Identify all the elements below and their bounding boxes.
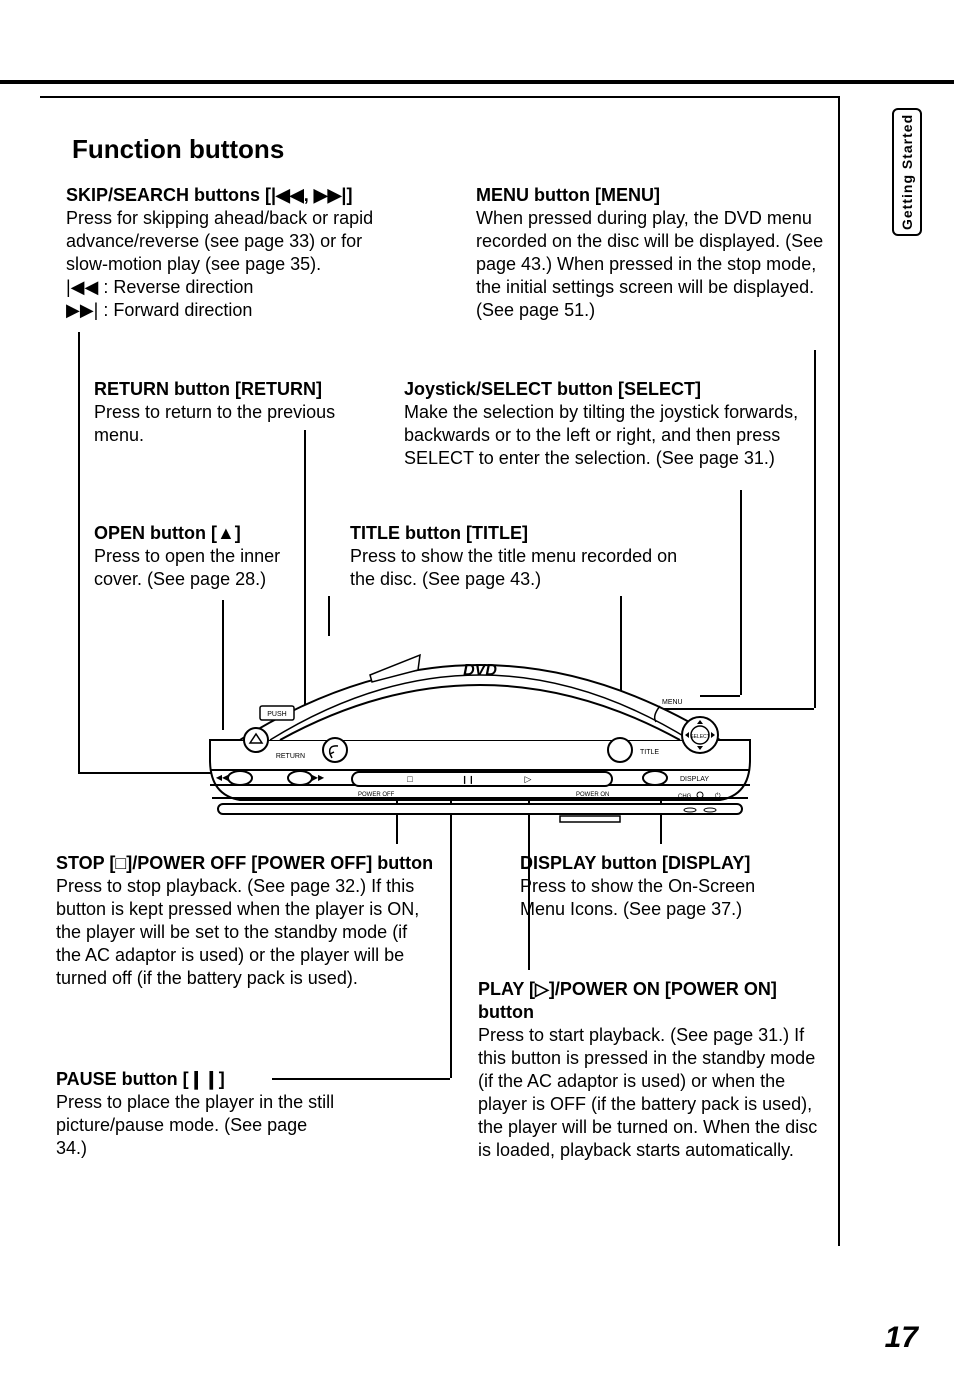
body-title: Press to show the title menu recorded on…	[350, 546, 677, 589]
entry-display: DISPLAY button [DISPLAY] Press to show t…	[520, 852, 800, 921]
body-menu: When pressed during play, the DVD menu r…	[476, 208, 823, 320]
body-play: Press to start playback. (See page 31.) …	[478, 1025, 817, 1160]
body-pause: Press to place the player in the still p…	[56, 1092, 334, 1158]
svg-text:▷: ▷	[525, 774, 532, 784]
dvd-player-diagram: DVD PUSH RETURN ◀◀ ▶▶ □ ❙❙ ▷ POWER OFF P…	[200, 620, 760, 840]
label-menu: MENU	[662, 699, 683, 706]
label-power-off: POWER OFF	[358, 792, 395, 798]
label-chg: CHG	[678, 794, 692, 800]
body-stop: Press to stop playback. (See page 32.) I…	[56, 876, 419, 988]
label-push: PUSH	[267, 711, 286, 718]
svg-text:◀◀: ◀◀	[216, 773, 229, 782]
entry-play: PLAY [▷]/POWER ON [POWER ON] button Pres…	[478, 978, 830, 1162]
entry-joystick: Joystick/SELECT button [SELECT] Make the…	[404, 378, 804, 470]
heading-display: DISPLAY button [DISPLAY]	[520, 852, 800, 875]
heading-joystick: Joystick/SELECT button [SELECT]	[404, 378, 804, 401]
label-dvd: DVD	[463, 662, 497, 679]
entry-pause: PAUSE button [❙❙] Press to place the pla…	[56, 1068, 336, 1160]
svg-text:▶▶: ▶▶	[312, 773, 325, 782]
player-svg: DVD PUSH RETURN ◀◀ ▶▶ □ ❙❙ ▷ POWER OFF P…	[200, 620, 760, 840]
body-skip-search: Press for skipping ahead/back or rapid a…	[66, 208, 373, 274]
entry-return: RETURN button [RETURN] Press to return t…	[94, 378, 364, 447]
heading-open: OPEN button [▲]	[94, 522, 304, 545]
side-tab-getting-started: Getting Started	[892, 108, 922, 236]
entry-title: TITLE button [TITLE] Press to show the t…	[350, 522, 700, 591]
callout-menu-line	[814, 350, 816, 708]
entry-stop: STOP [□]/POWER OFF [POWER OFF] button Pr…	[56, 852, 436, 990]
heading-skip-search: SKIP/SEARCH buttons [|◀◀, ▶▶|]	[66, 184, 406, 207]
entry-open: OPEN button [▲] Press to open the inner …	[94, 522, 304, 591]
label-display: DISPLAY	[680, 776, 709, 783]
side-tab-label: Getting Started	[899, 114, 915, 230]
heading-stop: STOP [□]/POWER OFF [POWER OFF] button	[56, 852, 436, 875]
svg-text:□: □	[407, 774, 413, 784]
heading-play: PLAY [▷]/POWER ON [POWER ON] button	[478, 978, 830, 1024]
callout-pause-line	[450, 800, 452, 1078]
callout-skip-line	[78, 332, 80, 772]
body-open: Press to open the inner cover. (See page…	[94, 546, 280, 589]
heading-title: TITLE button [TITLE]	[350, 522, 700, 545]
svg-text:❙❙: ❙❙	[461, 775, 474, 784]
body-joystick: Make the selection by tilting the joysti…	[404, 402, 798, 468]
manual-page: Getting Started Function buttons SKIP/SE…	[0, 0, 954, 1379]
callout-pause-line-h	[272, 1078, 450, 1080]
top-divider	[0, 80, 954, 84]
body-display: Press to show the On-Screen Menu Icons. …	[520, 876, 755, 919]
section-title: Function buttons	[72, 134, 284, 165]
entry-skip-search: SKIP/SEARCH buttons [|◀◀, ▶▶|] Press for…	[66, 184, 406, 322]
label-select: SELECT	[690, 734, 709, 740]
page-number: 17	[885, 1321, 918, 1355]
skip-reverse-line: |◀◀ : Reverse direction	[66, 277, 253, 297]
heading-return: RETURN button [RETURN]	[94, 378, 364, 401]
label-title: TITLE	[640, 749, 659, 756]
svg-text:⏻: ⏻	[715, 792, 721, 800]
body-return: Press to return to the previous menu.	[94, 402, 335, 445]
label-power-on: POWER ON	[576, 792, 609, 798]
label-return: RETURN	[276, 753, 305, 760]
skip-forward-line: ▶▶| : Forward direction	[66, 300, 252, 320]
heading-menu: MENU button [MENU]	[476, 184, 828, 207]
entry-menu: MENU button [MENU] When pressed during p…	[476, 184, 828, 322]
